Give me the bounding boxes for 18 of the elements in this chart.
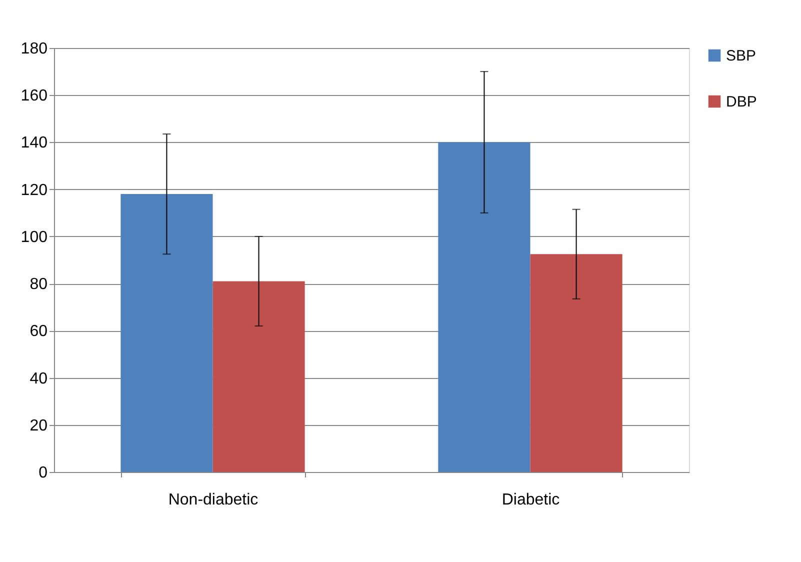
y-tick-label: 60: [30, 323, 48, 340]
legend-label: DBP: [726, 94, 757, 110]
y-tick-label: 40: [30, 370, 48, 388]
legend-label: SBP: [726, 48, 756, 64]
y-tick-label: 120: [20, 182, 48, 199]
bar: [212, 281, 305, 472]
y-tick-label: 180: [20, 40, 48, 58]
y-tick-label: 20: [30, 417, 48, 434]
y-tick-label: 100: [20, 228, 48, 246]
bar: [438, 142, 530, 472]
y-tick-label: 140: [20, 134, 48, 152]
y-tick-label: 160: [20, 88, 48, 105]
x-tick-label: Non-diabetic: [168, 492, 258, 508]
bar: [120, 194, 213, 472]
y-tick-label: 0: [38, 464, 48, 482]
y-tick-label: 80: [30, 276, 48, 294]
bar: [530, 254, 622, 472]
x-tick-label: Diabetic: [502, 492, 560, 508]
